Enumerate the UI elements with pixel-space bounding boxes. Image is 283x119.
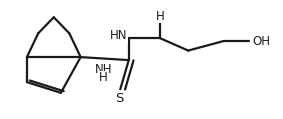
Text: OH: OH bbox=[253, 35, 271, 48]
Text: NH: NH bbox=[95, 63, 112, 76]
Text: H: H bbox=[156, 10, 164, 23]
Text: HN: HN bbox=[110, 29, 128, 42]
Text: S: S bbox=[115, 92, 123, 105]
Text: H: H bbox=[99, 71, 108, 84]
